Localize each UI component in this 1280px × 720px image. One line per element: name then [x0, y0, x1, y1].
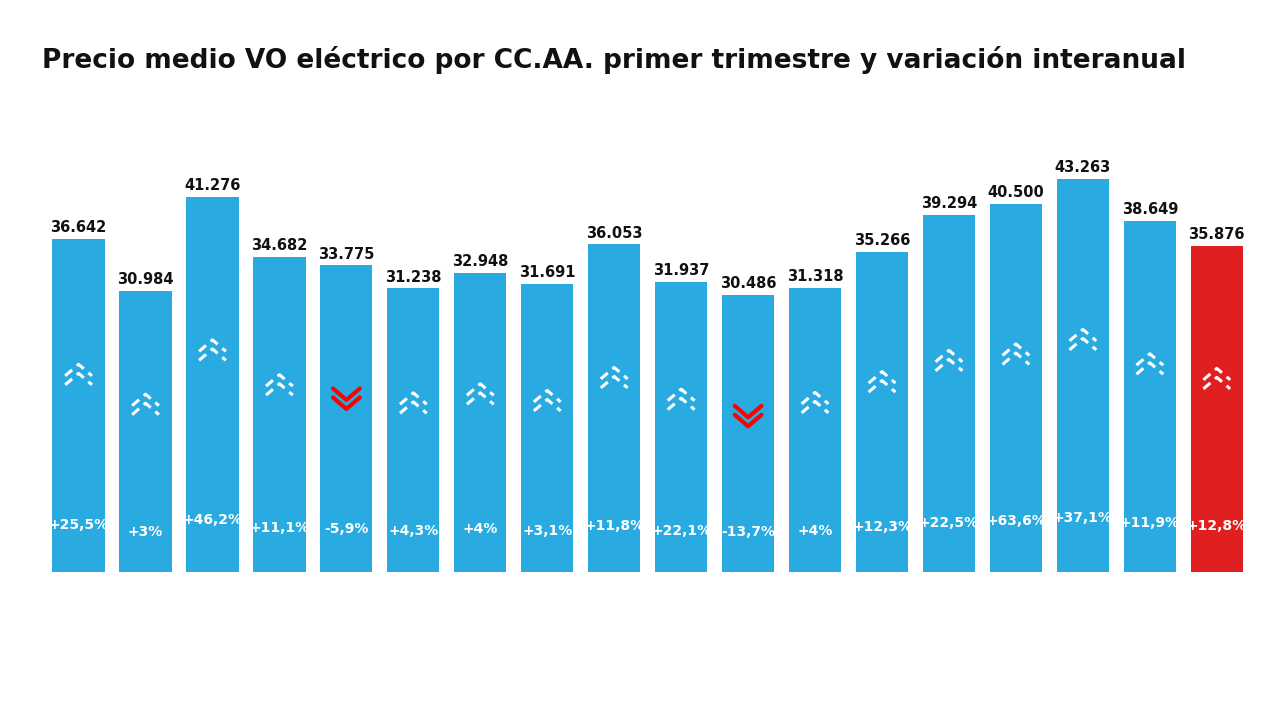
Text: +12,8%: +12,8% — [1187, 519, 1247, 534]
Text: Navarra: Navarra — [966, 588, 1018, 640]
Text: Aragón: Aragón — [72, 588, 120, 636]
Text: 41.276: 41.276 — [184, 179, 241, 193]
Bar — [655, 282, 708, 572]
Text: 36.642: 36.642 — [50, 220, 106, 235]
Text: -13,7%: -13,7% — [721, 525, 776, 539]
Text: +11,1%: +11,1% — [250, 521, 310, 534]
Text: España: España — [1178, 588, 1225, 636]
Text: -5,9%: -5,9% — [324, 521, 369, 536]
Bar — [1190, 246, 1243, 572]
Bar — [388, 288, 439, 572]
Bar — [1057, 179, 1108, 572]
Text: 36.053: 36.053 — [586, 226, 643, 240]
Text: 31.937: 31.937 — [653, 264, 709, 278]
Text: 31.238: 31.238 — [385, 269, 442, 284]
Text: 32.948: 32.948 — [452, 254, 508, 269]
Text: +12,3%: +12,3% — [852, 520, 913, 534]
Text: Asturias: Asturias — [136, 588, 188, 642]
Text: 35.876: 35.876 — [1189, 228, 1245, 243]
Text: +37,1%: +37,1% — [1053, 511, 1112, 525]
Text: Andalucía: Andalucía — [0, 588, 51, 650]
Bar — [1124, 221, 1176, 572]
Text: Murcia: Murcia — [904, 588, 948, 634]
Text: +3%: +3% — [128, 525, 163, 539]
Text: 33.775: 33.775 — [319, 246, 375, 261]
Text: 38.649: 38.649 — [1121, 202, 1178, 217]
Text: 39.294: 39.294 — [920, 197, 977, 211]
Text: 30.984: 30.984 — [118, 272, 174, 287]
Text: 31.318: 31.318 — [787, 269, 844, 284]
Text: País Vasco: País Vasco — [1021, 588, 1087, 654]
Text: Precio medio VO eléctrico por CC.AA. primer trimestre y variación interanual: Precio medio VO eléctrico por CC.AA. pri… — [42, 46, 1187, 73]
Text: Canarias: Canarias — [271, 588, 326, 644]
Text: +46,2%: +46,2% — [183, 513, 242, 527]
Text: +4,3%: +4,3% — [388, 524, 439, 539]
Bar — [923, 215, 975, 572]
Text: +4%: +4% — [462, 523, 498, 536]
Text: 35.266: 35.266 — [854, 233, 910, 248]
Text: Extremadura: Extremadura — [594, 588, 672, 666]
Text: +11,8%: +11,8% — [584, 519, 644, 533]
Text: 40.500: 40.500 — [988, 185, 1044, 200]
Text: +4%: +4% — [797, 524, 833, 539]
Text: Cataluña: Cataluña — [547, 588, 603, 644]
Text: Baleares: Baleares — [202, 588, 257, 644]
Bar — [722, 295, 774, 572]
Bar — [119, 291, 172, 572]
Text: Galicia: Galicia — [696, 588, 741, 634]
Bar — [187, 197, 238, 572]
Text: 43.263: 43.263 — [1055, 161, 1111, 175]
Text: +22,1%: +22,1% — [652, 523, 712, 538]
Bar — [454, 273, 507, 572]
Text: Madrid: Madrid — [833, 588, 879, 635]
Text: Valencia: Valencia — [1102, 588, 1156, 642]
Text: CLM: CLM — [434, 588, 465, 620]
Text: +22,5%: +22,5% — [919, 516, 979, 529]
Bar — [989, 204, 1042, 572]
Text: Cantabria: Cantabria — [335, 588, 396, 649]
Bar — [788, 287, 841, 572]
Text: La Rioja: La Rioja — [759, 588, 810, 640]
Bar — [320, 265, 372, 572]
Bar — [253, 257, 306, 572]
Text: +11,9%: +11,9% — [1120, 516, 1180, 530]
Bar — [521, 284, 573, 572]
Text: +3,1%: +3,1% — [522, 524, 572, 538]
Text: 31.691: 31.691 — [518, 266, 576, 281]
Text: +63,6%: +63,6% — [986, 514, 1046, 528]
Bar — [856, 251, 908, 572]
Text: 34.682: 34.682 — [251, 238, 307, 253]
Text: +25,5%: +25,5% — [49, 518, 109, 532]
Text: CyL: CyL — [506, 588, 534, 616]
Text: 30.486: 30.486 — [719, 276, 777, 292]
Bar — [52, 239, 105, 572]
Bar — [588, 244, 640, 572]
